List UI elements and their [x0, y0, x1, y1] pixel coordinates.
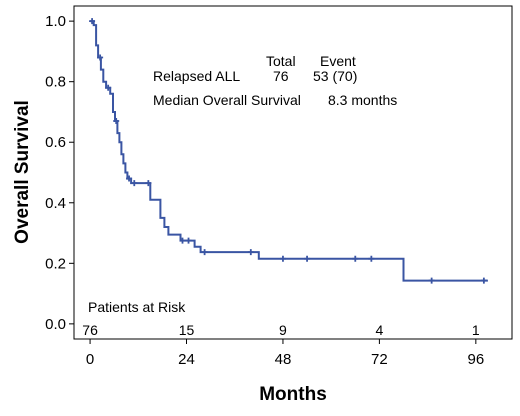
censor-mark — [352, 255, 359, 262]
x-tick-label: 48 — [275, 351, 292, 368]
risk-count: 9 — [279, 322, 287, 338]
censor-mark — [131, 180, 138, 187]
y-axis-title: Overall Survival — [12, 100, 33, 244]
x-axis: 0 24 48 72 96 — [86, 339, 484, 368]
censor-mark — [89, 18, 96, 25]
censor-mark — [480, 277, 487, 284]
group-event: 53 (70) — [313, 68, 357, 84]
y-tick-label: 0.6 — [45, 134, 66, 151]
y-tick-label: 0.2 — [45, 255, 66, 272]
risk-count: 76 — [82, 322, 98, 338]
risk-table-counts: 76 15 9 4 1 — [82, 322, 480, 338]
plot-frame — [73, 5, 513, 340]
censor-mark — [113, 118, 120, 125]
median-label: Median Overall Survival — [153, 92, 301, 108]
censor-mark — [368, 255, 375, 262]
x-tick-label: 72 — [371, 351, 388, 368]
x-tick-label: 24 — [178, 351, 195, 368]
risk-count: 4 — [375, 322, 383, 338]
censor-mark — [179, 237, 186, 244]
header-total: Total — [266, 53, 296, 69]
header-event: Event — [320, 53, 356, 69]
censor-mark — [428, 277, 435, 284]
censor-mark — [304, 255, 311, 262]
x-tick-label: 96 — [467, 351, 484, 368]
risk-count: 1 — [472, 322, 480, 338]
y-tick-label: 0.8 — [45, 74, 66, 91]
censor-mark — [201, 249, 208, 256]
censor-mark — [97, 54, 104, 61]
x-tick-label: 0 — [86, 351, 94, 368]
censor-mark — [185, 237, 192, 244]
censor-mark — [279, 255, 286, 262]
censor-mark — [105, 84, 112, 91]
censor-mark — [247, 249, 254, 256]
y-tick-label: 0.0 — [45, 316, 66, 333]
group-label: Relapsed ALL — [153, 68, 240, 84]
group-total: 76 — [273, 68, 289, 84]
risk-table-title: Patients at Risk — [88, 299, 186, 315]
median-value: 8.3 months — [328, 92, 397, 108]
x-axis-title: Months — [259, 384, 327, 405]
y-tick-label: 1.0 — [45, 13, 66, 30]
censor-mark — [126, 175, 133, 182]
y-tick-label: 0.4 — [45, 195, 66, 212]
y-axis: 0.0 0.2 0.4 0.6 0.8 1.0 — [45, 13, 74, 333]
censor-marks — [89, 18, 487, 284]
censor-mark — [145, 180, 152, 187]
risk-count: 15 — [179, 322, 195, 338]
